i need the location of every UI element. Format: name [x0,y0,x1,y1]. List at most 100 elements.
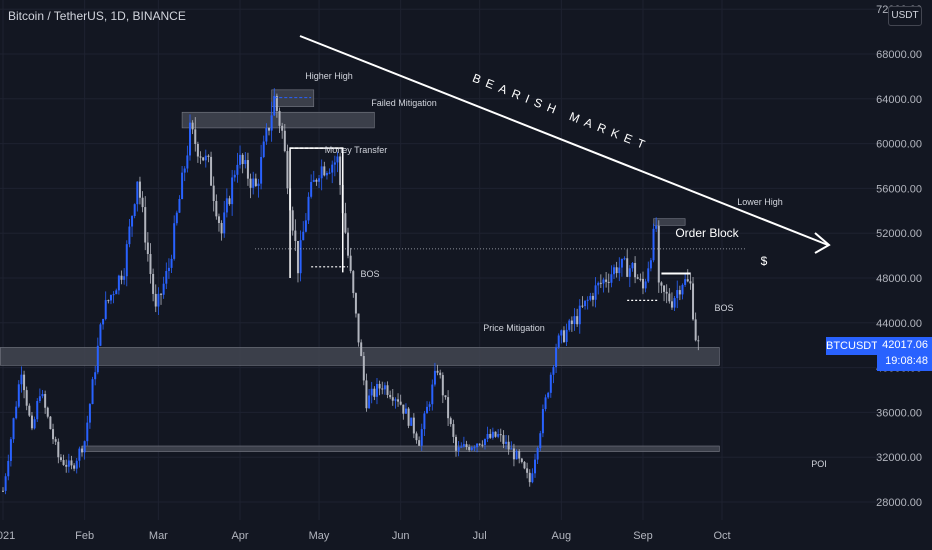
candle-body [2,490,4,492]
candle-body [589,295,592,300]
candle-body [73,465,76,469]
last-price: 42017.06 [882,339,928,351]
candle-body [552,367,555,375]
candle-body [549,374,552,393]
candle-body [128,226,131,245]
candle-body [523,461,526,469]
candle-body [613,267,616,275]
candle-body [102,318,105,325]
candle-body [46,407,49,417]
candle-body [178,199,181,213]
candle-body [33,419,36,429]
candle-body [491,431,494,438]
candle-body [75,460,78,469]
candle-body [394,399,397,401]
candle-body [605,279,608,282]
candle-body [225,198,228,213]
y-tick-label: 60000.00 [876,139,922,151]
candle-body [510,448,513,450]
candle-body [12,418,15,440]
candle-body [183,168,186,173]
candle-body [497,434,500,437]
candle-body [323,166,326,176]
candle-body [136,181,139,205]
candle-body [576,316,579,325]
chart-title: Bitcoin / TetherUS, 1D, BINANCE [8,9,186,23]
candle-body [20,374,23,385]
candle-body [584,300,587,307]
x-tick-label: Aug [552,530,572,542]
candle-body [602,279,605,284]
candle-body [336,156,339,163]
candle-body [107,300,110,302]
candle-body [17,384,20,407]
candle-body [144,207,147,243]
x-tick-label: May [309,530,330,542]
candle-body [91,379,94,405]
candle-body [452,424,455,437]
annotation-dollar: $ [761,254,768,268]
candle-body [152,273,155,294]
currency-badge[interactable]: USDT [888,6,922,26]
candle-body [23,374,26,391]
candle-body [215,201,218,217]
candle-body [410,417,413,426]
annotation-drawings [255,35,831,301]
y-tick-label: 48000.00 [876,273,922,285]
candle-body [518,451,521,459]
candle-body [194,129,197,144]
candle-body [478,443,481,445]
candle-body [57,441,60,458]
candle-body [62,460,65,465]
candle-body [262,141,265,157]
candle-body [520,458,523,462]
annotation-poi: POI [811,459,827,469]
candle-body [344,213,347,233]
candle-body [644,281,647,289]
candle-body [641,278,644,289]
candle-body [173,223,176,259]
candle-body [291,210,294,231]
candle-body [339,156,342,185]
candle-body [697,340,700,342]
candle-body [104,300,107,319]
candle-body [154,293,157,307]
candle-body [352,271,355,294]
candle-body [389,394,392,398]
candle-body [528,472,531,483]
candle-body [407,408,410,426]
candle-body [210,156,213,186]
candle-body [489,433,492,438]
candle-body [109,295,112,301]
candle-body [347,232,350,256]
candle-body [397,399,400,402]
candle-body [383,385,386,390]
candle-body [686,279,689,282]
candle-body [318,178,321,182]
candle-body [423,413,426,430]
candle-body [373,388,376,397]
annotation-bos: BOS [714,303,733,313]
candle-body [294,230,297,241]
candle-body [160,293,163,295]
candle-body [231,177,234,205]
candle-body [391,397,394,401]
candle-body [254,178,257,186]
bearish-trend-line[interactable] [299,35,829,246]
zone-failed-mitigation [181,111,375,129]
candle-body [365,380,368,409]
candle-body [678,290,681,295]
candle-body [36,401,39,420]
candle-body [83,441,86,453]
candle-body [670,301,673,308]
candle-body [573,316,576,325]
candle-body [626,258,629,277]
candle-body [167,267,170,272]
candle-body [449,418,452,425]
x-tick-label: Sep [633,530,653,542]
candle-body [610,274,613,283]
candle-body [196,143,199,157]
candle-body [483,438,486,446]
candle-body [599,282,602,284]
